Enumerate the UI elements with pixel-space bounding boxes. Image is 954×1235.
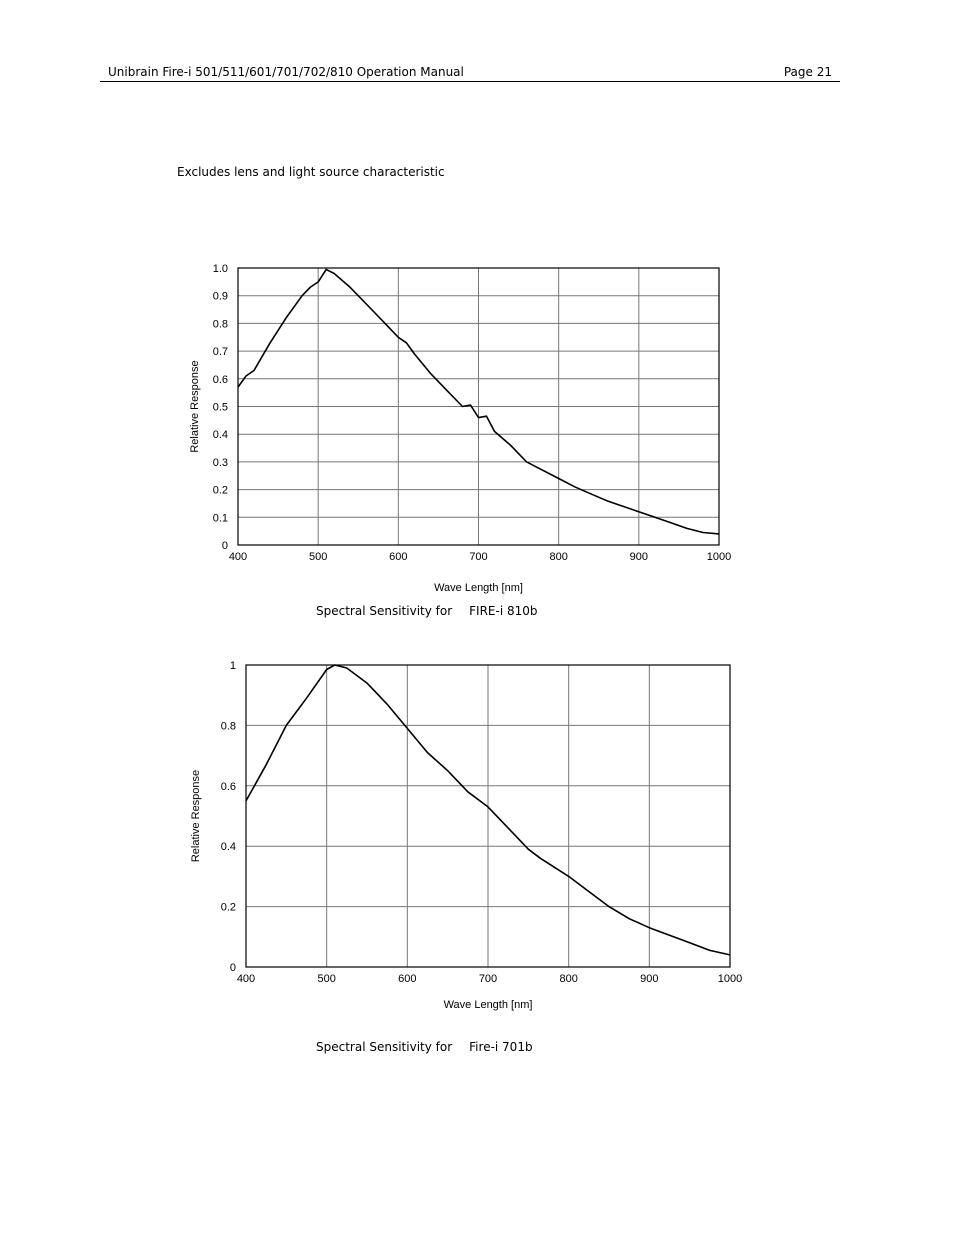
x-tick-label: 900 [630,551,648,563]
y-tick-label: 0.6 [213,374,228,386]
y-tick-label: 0.7 [213,346,228,358]
x-tick-label: 500 [317,973,335,985]
caption-810b: Spectral Sensitivity for FIRE-i 810b [316,603,538,619]
x-tick-label: 800 [559,973,577,985]
x-tick-label: 1000 [718,973,742,985]
y-tick-label: 1 [230,660,236,672]
caption-701b: Spectral Sensitivity for Fire-i 701b [316,1039,533,1055]
x-tick-label: 600 [398,973,416,985]
x-axis-label: Wave Length [nm] [444,999,533,1011]
y-tick-label: 0 [230,962,236,974]
page-number: Page 21 [783,65,832,79]
caption-model: FIRE-i 810b [469,604,538,618]
spectral-chart-701b: 400 500 600 700 800 900 1000 0 0.2 0.4 0.6 0.8 1 Wave… [190,660,742,1011]
note-text: Excludes lens and light source character… [177,165,445,179]
series-line [237,268,720,535]
y-axis-label: Relative Response [190,770,202,862]
y-tick-label: 0.9 [213,291,228,303]
x-tick-label: 500 [309,551,327,563]
y-tick-label: 0.5 [213,402,228,414]
spectral-chart-810b: 400 500 600 700 800 900 1000 0 0.1 0.2 0.3 0.4 0.5 0.… [189,263,731,594]
y-axis-label: Relative Response [189,360,201,452]
manual-title: Unibrain Fire-i 501/511/601/701/702/810 … [108,65,464,79]
x-axis-label: Wave Length [nm] [434,582,523,594]
y-tick-label: 0.4 [213,429,228,441]
page-header: Unibrain Fire-i 501/511/601/701/702/810 … [100,64,840,82]
caption-model: Fire-i 701b [469,1040,533,1054]
x-tick-label: 400 [229,551,247,563]
x-tick-label: 1000 [707,551,731,563]
x-tick-label: 700 [479,973,497,985]
y-tick-label: 0.3 [213,457,228,469]
y-tick-label: 0.1 [213,512,228,524]
y-tick-label: 0.4 [221,841,236,853]
x-tick-label: 400 [237,973,255,985]
y-tick-label: 0.2 [221,902,236,914]
y-tick-label: 0.8 [213,318,228,330]
y-tick-label: 0.8 [221,720,236,732]
x-tick-label: 800 [549,551,567,563]
plot-frame [237,267,720,546]
y-tick-label: 0 [222,540,228,552]
y-tick-label: 1.0 [213,263,228,275]
x-tick-label: 700 [469,551,487,563]
plot-frame [245,664,731,968]
x-tick-label: 600 [389,551,407,563]
caption-prefix: Spectral Sensitivity for [316,604,453,618]
x-tick-label: 900 [640,973,658,985]
caption-prefix: Spectral Sensitivity for [316,1040,453,1054]
y-tick-label: 0.6 [221,781,236,793]
y-tick-label: 0.2 [213,485,228,497]
series-line [245,664,731,956]
